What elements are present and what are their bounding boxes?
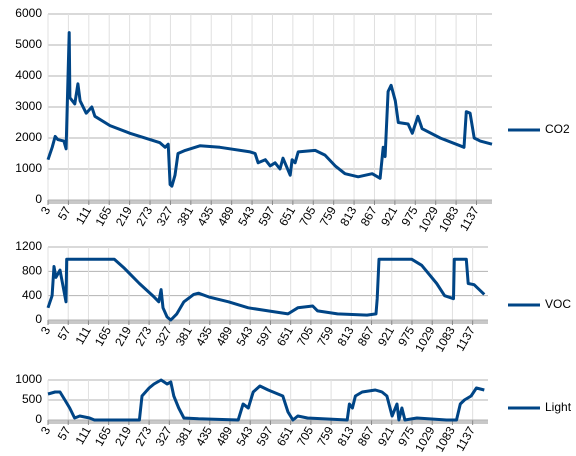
x-tick-label: 651 xyxy=(274,424,296,449)
x-tick-label: 219 xyxy=(112,324,134,349)
x-tick-label: 1029 xyxy=(412,324,438,354)
x-tick-label: 489 xyxy=(215,204,237,229)
x-tick-label: 705 xyxy=(294,324,316,349)
x-tick-label: 57 xyxy=(55,324,74,343)
x-tick-label: 921 xyxy=(375,324,397,349)
legend-label: Light xyxy=(545,400,572,414)
x-tick-label: 543 xyxy=(235,204,257,229)
y-tick-label: 800 xyxy=(22,264,42,278)
x-tick-label: 3 xyxy=(38,204,54,217)
x-axis-band xyxy=(48,420,488,424)
data-line xyxy=(47,378,485,422)
y-tick-label: 5000 xyxy=(15,37,42,51)
x-tick-label: 1029 xyxy=(412,424,438,454)
y-tick-label: 1000 xyxy=(15,372,42,386)
x-tick-label: 1083 xyxy=(432,324,458,354)
x-tick-label: 111 xyxy=(73,204,94,227)
x-tick-label: 813 xyxy=(335,424,357,449)
x-tick-label: 111 xyxy=(73,424,94,447)
y-tick-label: 2000 xyxy=(15,130,42,144)
x-tick-label: 381 xyxy=(174,204,196,229)
x-tick-label: 597 xyxy=(254,324,276,349)
x-tick-label: 1083 xyxy=(432,424,458,454)
x-tick-label: 219 xyxy=(112,424,134,449)
x-tick-label: 165 xyxy=(92,424,114,449)
x-tick-label: 435 xyxy=(193,324,215,349)
x-tick-label: 813 xyxy=(337,204,359,229)
x-tick-label: 597 xyxy=(254,424,276,449)
x-tick-label: 921 xyxy=(378,204,400,229)
x-tick-label: 543 xyxy=(233,324,255,349)
x-tick-label: 381 xyxy=(173,324,195,349)
x-tick-label: 327 xyxy=(153,324,175,349)
x-tick-label: 759 xyxy=(314,324,336,349)
y-tick-label: 1200 xyxy=(15,239,42,253)
x-tick-label: 57 xyxy=(55,204,74,223)
x-tick-label: 489 xyxy=(213,424,235,449)
x-tick-label: 1137 xyxy=(457,204,482,234)
y-tick-label: 1000 xyxy=(15,161,42,175)
x-tick-label: 57 xyxy=(55,424,74,443)
y-tick-label: 400 xyxy=(22,288,42,302)
x-tick-label: 3 xyxy=(38,324,54,337)
x-tick-label: 435 xyxy=(194,204,216,229)
y-tick-label: 4000 xyxy=(15,68,42,82)
x-tick-label: 489 xyxy=(213,324,235,349)
x-axis-band xyxy=(48,320,488,324)
x-tick-label: 651 xyxy=(276,204,298,229)
x-tick-label: 867 xyxy=(355,324,377,349)
y-tick-label: 0 xyxy=(35,192,42,206)
x-tick-label: 381 xyxy=(173,424,195,449)
x-tick-label: 543 xyxy=(233,424,255,449)
x-tick-label: 813 xyxy=(335,324,357,349)
x-tick-label: 165 xyxy=(92,204,114,229)
x-tick-label: 273 xyxy=(132,424,154,449)
x-tick-label: 273 xyxy=(133,204,155,229)
x-tick-label: 327 xyxy=(153,424,175,449)
data-line xyxy=(46,257,486,322)
data-line xyxy=(46,31,493,188)
x-tick-label: 327 xyxy=(154,204,176,229)
y-tick-label: 3000 xyxy=(15,99,42,113)
x-tick-label: 867 xyxy=(355,424,377,449)
legend-label: CO2 xyxy=(545,122,570,136)
x-tick-label: 651 xyxy=(274,324,296,349)
x-tick-label: 273 xyxy=(132,324,154,349)
x-tick-label: 759 xyxy=(314,424,336,449)
y-tick-label: 0 xyxy=(35,412,42,426)
y-tick-label: 6000 xyxy=(15,6,42,20)
x-tick-label: 921 xyxy=(375,424,397,449)
x-tick-label: 435 xyxy=(193,424,215,449)
x-tick-label: 1137 xyxy=(453,424,478,454)
x-tick-label: 867 xyxy=(358,204,380,229)
x-tick-label: 597 xyxy=(256,204,278,229)
x-axis-band xyxy=(48,200,492,204)
x-tick-label: 705 xyxy=(296,204,318,229)
legend-label: VOC xyxy=(545,297,571,311)
x-tick-label: 3 xyxy=(38,424,54,437)
x-tick-label: 165 xyxy=(92,324,114,349)
x-tick-label: 1029 xyxy=(416,204,442,234)
x-tick-label: 759 xyxy=(317,204,339,229)
x-tick-label: 111 xyxy=(73,324,94,347)
x-tick-label: 1137 xyxy=(453,324,478,354)
x-tick-label: 219 xyxy=(113,204,135,229)
x-tick-label: 1083 xyxy=(436,204,462,234)
x-tick-label: 705 xyxy=(294,424,316,449)
y-tick-label: 500 xyxy=(22,392,42,406)
y-tick-label: 0 xyxy=(35,312,42,326)
